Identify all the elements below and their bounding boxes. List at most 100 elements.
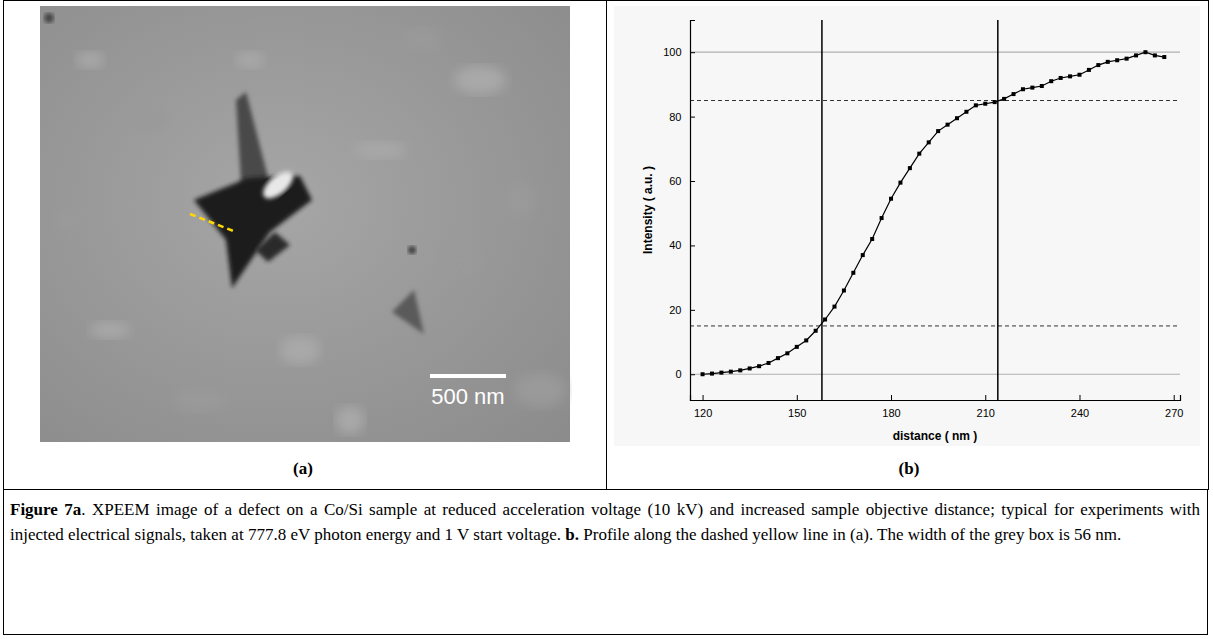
data-point [870, 237, 874, 241]
image-texture [440, 243, 480, 277]
data-point [993, 100, 997, 104]
tick-mark [690, 245, 695, 246]
tick: 40 [669, 239, 695, 251]
data-point [748, 366, 752, 370]
tick-mark [985, 395, 986, 400]
y-axis: 0 20 40 60 80 100 [663, 21, 695, 401]
tick-label: 210 [977, 407, 995, 419]
data-point [983, 102, 987, 106]
image-background [40, 6, 570, 442]
image-spot [44, 13, 54, 23]
tick-label: 40 [669, 239, 681, 251]
axis-line [691, 21, 696, 401]
data-point [795, 345, 799, 349]
data-point [804, 338, 808, 342]
data-point [1143, 50, 1147, 54]
data-point [851, 271, 855, 275]
image-texture [400, 29, 440, 51]
data-point [1068, 74, 1072, 78]
data-point [880, 216, 884, 220]
axis-line [691, 395, 1181, 401]
data-point [889, 197, 893, 201]
data-point [814, 329, 818, 333]
tick-mark [690, 52, 695, 53]
reference-line [690, 52, 1180, 53]
profile-line [703, 52, 1165, 374]
image-texture [506, 183, 534, 217]
image-texture [454, 66, 506, 94]
data-point [738, 368, 742, 372]
tick-mark [690, 117, 695, 118]
data-point [823, 317, 827, 321]
tick-label: 270 [1165, 407, 1183, 419]
caption-text: b. [565, 525, 579, 544]
panel-label: (b) [899, 459, 920, 478]
tick: 60 [669, 175, 695, 187]
image-texture [76, 52, 104, 68]
image-texture [514, 373, 566, 407]
tick-label: 120 [694, 407, 712, 419]
image-texture [174, 389, 226, 411]
data-point [974, 103, 978, 107]
tick-label: 180 [882, 407, 900, 419]
data-point [1106, 60, 1110, 64]
defect [194, 176, 312, 288]
edge-line [997, 20, 999, 400]
plot-area [690, 20, 1180, 400]
scale-bar [430, 374, 506, 378]
tick-mark [690, 374, 695, 375]
tick: 270 [1165, 395, 1183, 419]
panel-frame [4, 1, 1209, 490]
data-point [1030, 86, 1034, 90]
tick-mark [703, 395, 704, 400]
data-point [832, 305, 836, 309]
tick: 0 [675, 368, 695, 380]
tick: 80 [669, 111, 695, 123]
data-point [767, 361, 771, 365]
data-point [1153, 53, 1157, 57]
data-point [927, 140, 931, 144]
tick-mark [690, 310, 695, 311]
x-axis: 120 150 180 210 240 270 [691, 395, 1184, 419]
data-point [946, 123, 950, 127]
y-axis-title: Intensity ( a.u. ) [641, 166, 655, 254]
tick-mark [1174, 395, 1175, 400]
data-point [1049, 79, 1053, 83]
edge-line [821, 20, 823, 400]
data-point [1002, 97, 1006, 101]
tick-label: 150 [788, 407, 806, 419]
tick: 150 [788, 395, 806, 419]
caption-text: Figure 7a [10, 500, 81, 519]
xpeem-image: 500 nm [40, 6, 570, 442]
data-point [1059, 76, 1063, 80]
data-point [955, 116, 959, 120]
tick: 100 [663, 46, 695, 58]
data-point [1021, 87, 1025, 91]
profile-line [190, 214, 236, 232]
data-point [1115, 58, 1119, 62]
small-defect [392, 290, 424, 334]
tick: 20 [669, 304, 695, 316]
data-point [719, 371, 723, 375]
data-point [1012, 92, 1016, 96]
scale-bar-label: 500 nm [431, 384, 504, 409]
tick-label: 0 [675, 368, 681, 380]
chart-background [614, 6, 1200, 446]
tick: 180 [882, 395, 900, 419]
data-point [1162, 55, 1166, 59]
tick-mark [1079, 395, 1080, 400]
tick-mark [797, 395, 798, 400]
tick: 210 [977, 395, 995, 419]
data-point [729, 370, 733, 374]
data-point [1040, 84, 1044, 88]
image-texture [130, 109, 170, 131]
image-texture [280, 336, 320, 364]
data-point [964, 110, 968, 114]
threshold-line [690, 325, 1180, 326]
image-texture [236, 52, 264, 68]
data-point [861, 253, 865, 257]
image-texture [90, 322, 130, 338]
reference-line [690, 374, 1180, 375]
data-point [1134, 53, 1138, 57]
tick-label: 240 [1071, 407, 1089, 419]
